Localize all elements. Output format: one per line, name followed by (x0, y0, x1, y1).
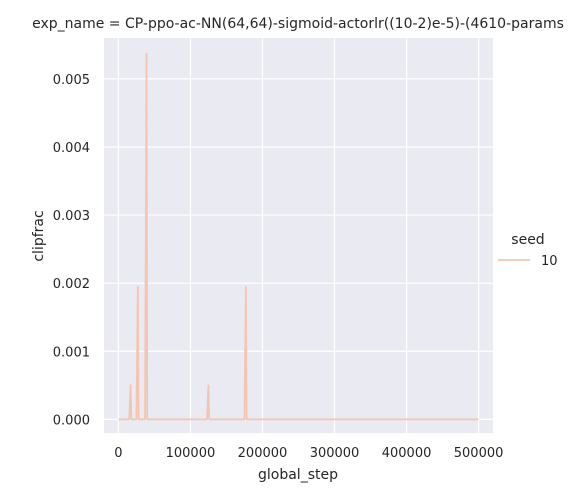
legend-title: seed (511, 232, 544, 248)
legend-label-10: 10 (541, 254, 558, 269)
plot-background (104, 38, 493, 433)
series-layer (118, 52, 479, 421)
x-tick-label: 0 (114, 446, 122, 461)
y-tick-label: 0.004 (53, 141, 90, 156)
series-line-seed-10 (118, 52, 479, 421)
grid (104, 38, 493, 433)
y-tick-label: 0.001 (53, 345, 90, 360)
y-tick-label: 0.000 (53, 413, 90, 428)
x-tick-label: 200000 (238, 446, 288, 461)
y-tick-label: 0.005 (53, 73, 90, 88)
legend: seed 10 (498, 232, 558, 269)
y-tick-labels: 0.000 0.001 0.002 0.003 0.004 0.005 (53, 73, 90, 429)
y-axis-label: clipfrac (31, 210, 47, 261)
x-axis-label: global_step (258, 467, 338, 483)
y-tick-label: 0.003 (53, 209, 90, 224)
x-tick-label: 400000 (382, 446, 432, 461)
x-tick-labels: 0 100000 200000 300000 400000 500000 (114, 446, 503, 461)
y-tick-label: 0.002 (53, 277, 90, 292)
x-tick-label: 100000 (166, 446, 216, 461)
x-tick-label: 300000 (310, 446, 360, 461)
x-tick-label: 500000 (454, 446, 504, 461)
chart-title: exp_name = CP-ppo-ac-NN(64,64)-sigmoid-a… (32, 16, 564, 32)
